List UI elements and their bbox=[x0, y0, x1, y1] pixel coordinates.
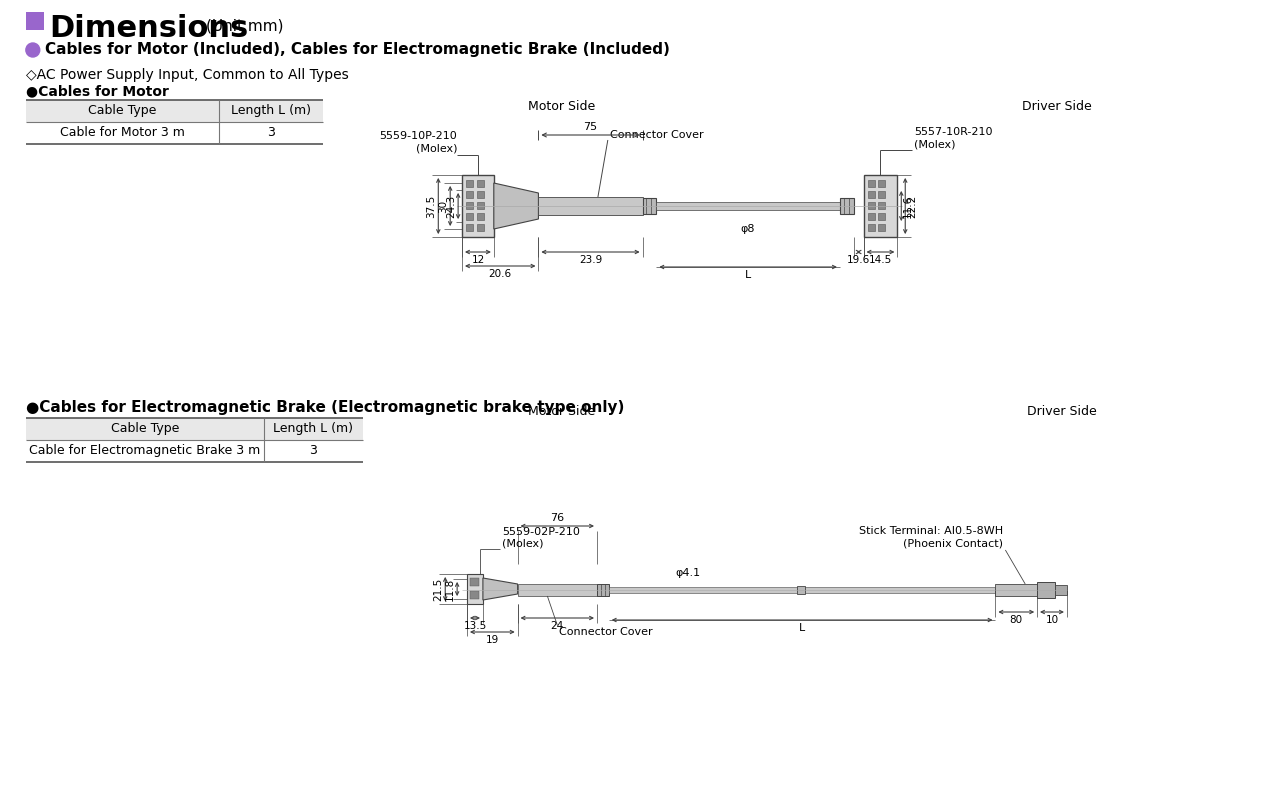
Text: 21.5: 21.5 bbox=[433, 577, 443, 601]
Bar bbox=[868, 202, 874, 209]
Text: 5559-02P-210
(Molex): 5559-02P-210 (Molex) bbox=[502, 527, 580, 549]
Bar bbox=[466, 191, 474, 198]
Bar bbox=[996, 584, 1055, 596]
Text: Motor Side: Motor Side bbox=[527, 405, 595, 418]
Text: 11.6: 11.6 bbox=[904, 194, 913, 218]
Bar bbox=[26, 418, 364, 440]
Text: Driver Side: Driver Side bbox=[1021, 100, 1092, 113]
Bar bbox=[477, 180, 484, 187]
Bar bbox=[1055, 585, 1066, 595]
Text: 3: 3 bbox=[268, 126, 275, 139]
Circle shape bbox=[26, 43, 40, 57]
Text: φ8: φ8 bbox=[741, 224, 755, 234]
Text: 5557-10R-210
(Molex): 5557-10R-210 (Molex) bbox=[914, 127, 993, 149]
Text: Connector Cover: Connector Cover bbox=[559, 627, 653, 637]
Text: 14.5: 14.5 bbox=[869, 255, 892, 265]
Text: Connector Cover: Connector Cover bbox=[609, 130, 704, 140]
Bar bbox=[466, 213, 474, 220]
Text: Length L (m): Length L (m) bbox=[274, 422, 353, 435]
Bar bbox=[26, 12, 44, 30]
Text: 13.5: 13.5 bbox=[463, 621, 486, 631]
Polygon shape bbox=[609, 587, 996, 593]
Text: 75: 75 bbox=[584, 122, 598, 132]
Bar bbox=[868, 191, 874, 198]
Text: 5559-10P-210
(Molex): 5559-10P-210 (Molex) bbox=[379, 131, 457, 153]
Bar bbox=[470, 578, 479, 586]
Bar bbox=[840, 198, 854, 214]
Text: 19.6: 19.6 bbox=[847, 255, 870, 265]
Text: Cables for Motor (Included), Cables for Electromagnetic Brake (Included): Cables for Motor (Included), Cables for … bbox=[45, 42, 669, 57]
Bar bbox=[797, 586, 805, 594]
Text: 76: 76 bbox=[550, 513, 564, 523]
Text: L: L bbox=[799, 623, 805, 633]
Text: 37.5: 37.5 bbox=[426, 194, 436, 218]
Text: L: L bbox=[745, 270, 751, 280]
Text: 10: 10 bbox=[1046, 615, 1059, 625]
Bar bbox=[477, 202, 484, 209]
Bar bbox=[878, 224, 886, 231]
Bar bbox=[462, 175, 494, 237]
Bar bbox=[466, 224, 474, 231]
Text: ●Cables for Motor: ●Cables for Motor bbox=[26, 84, 169, 98]
Text: ◇AC Power Supply Input, Common to All Types: ◇AC Power Supply Input, Common to All Ty… bbox=[26, 68, 348, 82]
Bar bbox=[466, 180, 474, 187]
Bar bbox=[596, 584, 609, 596]
Bar bbox=[26, 12, 44, 30]
Text: ●Cables for Electromagnetic Brake (Electromagnetic brake type only): ●Cables for Electromagnetic Brake (Elect… bbox=[26, 400, 625, 415]
Bar bbox=[878, 213, 886, 220]
Bar bbox=[477, 213, 484, 220]
Bar bbox=[470, 591, 479, 599]
Bar bbox=[466, 202, 474, 209]
Text: Dimensions: Dimensions bbox=[50, 14, 248, 43]
Polygon shape bbox=[539, 197, 643, 215]
Text: 23.9: 23.9 bbox=[579, 255, 602, 265]
Bar bbox=[477, 224, 484, 231]
Bar bbox=[26, 100, 324, 122]
Text: (Unit mm): (Unit mm) bbox=[206, 18, 284, 33]
Text: 24.3: 24.3 bbox=[447, 194, 456, 218]
Bar bbox=[868, 224, 874, 231]
Text: φ4.1: φ4.1 bbox=[676, 568, 700, 578]
Text: 80: 80 bbox=[1010, 615, 1023, 625]
Bar bbox=[643, 198, 657, 214]
Text: 22.2: 22.2 bbox=[908, 194, 918, 218]
Text: 12: 12 bbox=[471, 255, 485, 265]
Text: Length L (m): Length L (m) bbox=[232, 104, 311, 117]
Text: Stick Terminal: AI0.5-8WH
(Phoenix Contact): Stick Terminal: AI0.5-8WH (Phoenix Conta… bbox=[859, 526, 1004, 548]
Text: 11.8: 11.8 bbox=[445, 577, 456, 601]
Bar bbox=[868, 213, 874, 220]
Text: Driver Side: Driver Side bbox=[1027, 405, 1097, 418]
Bar bbox=[878, 191, 886, 198]
Text: Cable Type: Cable Type bbox=[110, 422, 179, 435]
Bar bbox=[868, 180, 874, 187]
Bar bbox=[477, 191, 484, 198]
Text: 24: 24 bbox=[550, 621, 564, 631]
Text: Cable for Motor 3 m: Cable for Motor 3 m bbox=[60, 126, 186, 139]
Text: 30: 30 bbox=[438, 200, 448, 212]
Text: 20.6: 20.6 bbox=[489, 269, 512, 279]
Bar bbox=[1037, 582, 1055, 598]
Text: 3: 3 bbox=[310, 444, 317, 457]
Text: Motor Side: Motor Side bbox=[527, 100, 595, 113]
Polygon shape bbox=[483, 578, 517, 600]
Bar bbox=[878, 180, 886, 187]
Text: Cable for Electromagnetic Brake 3 m: Cable for Electromagnetic Brake 3 m bbox=[29, 444, 260, 457]
Polygon shape bbox=[517, 584, 596, 596]
Text: Cable Type: Cable Type bbox=[88, 104, 156, 117]
Polygon shape bbox=[657, 202, 840, 210]
Polygon shape bbox=[494, 183, 539, 229]
Bar bbox=[878, 202, 886, 209]
Bar bbox=[467, 574, 483, 604]
Bar bbox=[864, 175, 897, 237]
Text: 19: 19 bbox=[485, 635, 499, 645]
